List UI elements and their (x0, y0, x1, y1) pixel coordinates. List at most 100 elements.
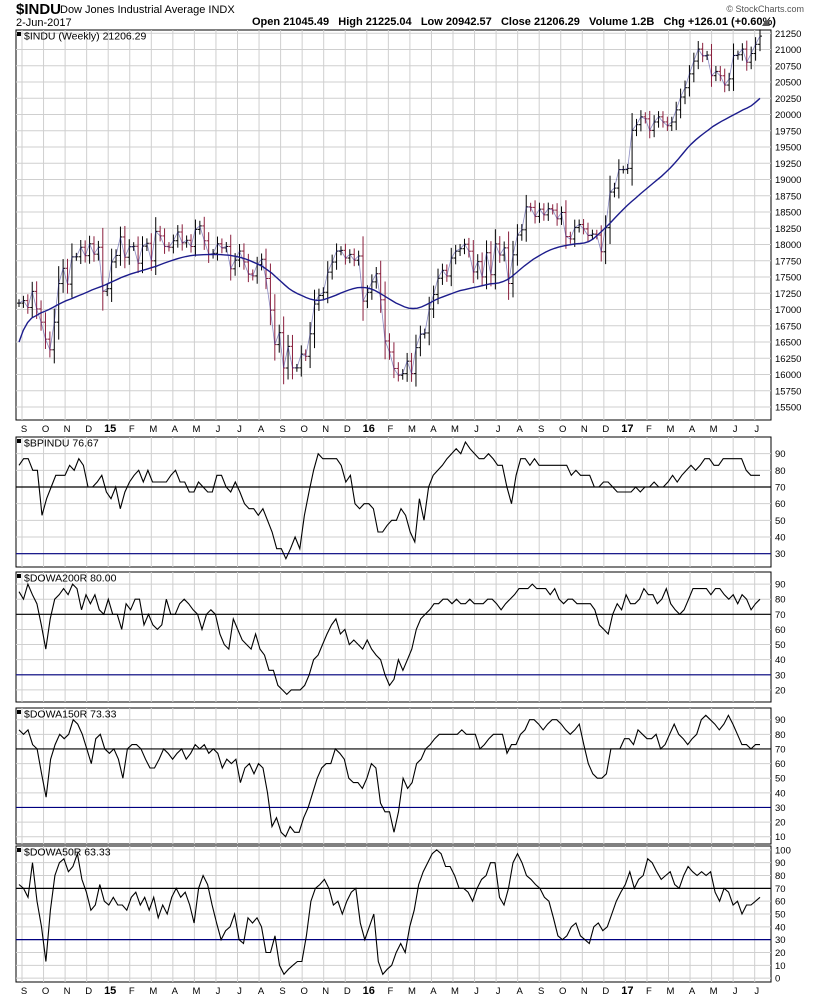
y-tick-label: 20 (775, 685, 786, 696)
y-tick-label: 40 (775, 655, 786, 666)
y-tick-label: 17750 (775, 256, 801, 267)
x-tick-label: 15 (104, 423, 116, 435)
panel-legend: $DOWA50R 63.33 (24, 847, 111, 859)
x-tick-label: M (408, 424, 416, 435)
x-tick-label: J (237, 424, 242, 435)
legend-swatch (17, 32, 21, 36)
x-tick-label: F (646, 424, 652, 435)
y-tick-label: 21250 (775, 29, 801, 40)
panel-frame (15, 436, 772, 568)
indicator-line (18, 582, 761, 696)
y-tick-label: 90 (775, 858, 786, 869)
x-tick-label: F (129, 986, 135, 997)
y-tick-label: 70 (775, 483, 786, 494)
x-tick-label: S (21, 986, 27, 997)
legend-swatch (17, 710, 21, 714)
x-tick-label: O (559, 424, 566, 435)
x-tick-label: D (344, 986, 351, 997)
y-tick-label: 50 (775, 774, 786, 785)
legend-swatch (17, 574, 21, 578)
y-tick-label: 19000 (775, 175, 801, 186)
y-tick-label: 17000 (775, 305, 801, 316)
low-label: Low (420, 16, 443, 28)
y-tick-label: 21000 (775, 45, 801, 56)
x-tick-label: N (581, 424, 588, 435)
x-tick-label: O (300, 986, 307, 997)
x-tick-label: M (192, 424, 200, 435)
x-tick-label: D (85, 424, 92, 435)
y-tick-label: 20 (775, 948, 786, 959)
x-tick-label: J (474, 986, 479, 997)
x-tick-label: N (581, 986, 588, 997)
x-tick-label: S (279, 424, 285, 435)
panel-legend: $BPINDU 76.67 (24, 438, 99, 450)
y-tick-label: 100 (775, 845, 791, 856)
x-tick-label: 15 (104, 985, 116, 997)
change-value: +126.01 (+0.60%) (687, 16, 776, 28)
y-tick-label: 90 (775, 449, 786, 460)
y-tick-label: 20250 (775, 94, 801, 105)
chart-date: 2-Jun-2017 (16, 17, 72, 29)
low-value: 20942.57 (445, 16, 492, 28)
x-tick-label: F (129, 424, 135, 435)
panel-legend: $INDU (Weekly) 21206.29 (24, 31, 147, 43)
y-tick-label: 15500 (775, 403, 801, 414)
y-tick-label: 40 (775, 788, 786, 799)
symbol-title: $INDU (16, 1, 62, 18)
panel-frame (15, 707, 772, 845)
close-label: Close (500, 16, 531, 28)
y-tick-label: 15750 (775, 386, 801, 397)
change-label: Chg (663, 16, 685, 28)
x-tick-label: J (474, 424, 479, 435)
x-tick-label: N (64, 986, 71, 997)
x-tick-label: J (733, 424, 738, 435)
x-tick-label: M (451, 424, 459, 435)
moving-average-line (18, 97, 761, 343)
up-arrow-icon (762, 19, 770, 26)
y-tick-label: 10 (775, 832, 786, 843)
y-tick-label: 20000 (775, 110, 801, 121)
x-tick-label: D (344, 424, 351, 435)
volume-label: Volume (589, 16, 628, 28)
x-tick-label: D (85, 986, 92, 997)
x-tick-label: A (430, 986, 437, 997)
x-tick-label: J (216, 986, 221, 997)
y-tick-label: 40 (775, 922, 786, 933)
x-tick-label: A (258, 424, 265, 435)
y-tick-label: 16250 (775, 354, 801, 365)
y-tick-label: 80 (775, 730, 786, 741)
close-value: 21206.29 (533, 16, 580, 28)
indicator-line (18, 714, 760, 838)
panel-legend: $DOWA200R 80.00 (24, 573, 117, 585)
y-tick-label: 40 (775, 533, 786, 544)
y-tick-label: 80 (775, 595, 786, 606)
x-tick-label: J (754, 424, 759, 435)
y-tick-label: 70 (775, 744, 786, 755)
x-tick-label: J (496, 424, 501, 435)
high-value: 21225.04 (365, 16, 412, 28)
x-tick-label: A (689, 986, 696, 997)
x-tick-label: N (322, 424, 329, 435)
y-tick-label: 16750 (775, 321, 801, 332)
y-tick-label: 50 (775, 516, 786, 527)
y-tick-label: 18250 (775, 224, 801, 235)
x-tick-label: 17 (621, 423, 633, 435)
y-tick-label: 18500 (775, 208, 801, 219)
panel-legend: $DOWA150R 73.33 (24, 709, 117, 721)
y-tick-label: 19500 (775, 143, 801, 154)
x-tick-label: D (602, 424, 609, 435)
x-tick-label: O (42, 424, 49, 435)
x-tick-label: A (516, 424, 523, 435)
legend-swatch (17, 848, 21, 852)
x-tick-label: S (538, 986, 544, 997)
y-tick-label: 50 (775, 910, 786, 921)
y-tick-label: 16000 (775, 370, 801, 381)
x-tick-label: S (21, 424, 27, 435)
x-tick-label: J (733, 986, 738, 997)
y-tick-label: 90 (775, 580, 786, 591)
x-tick-label: A (172, 986, 179, 997)
y-tick-label: 20750 (775, 61, 801, 72)
legend-swatch (17, 439, 21, 443)
x-tick-label: N (322, 986, 329, 997)
